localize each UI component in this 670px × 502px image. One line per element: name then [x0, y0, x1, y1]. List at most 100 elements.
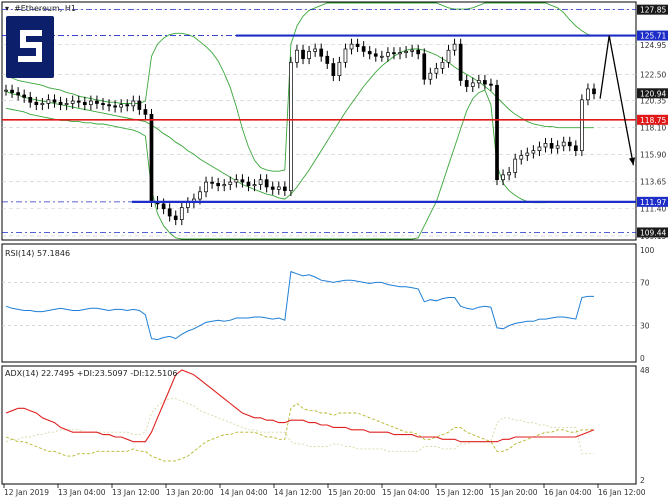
candle-body [270, 186, 275, 190]
candle-body [143, 109, 148, 115]
candle-body [483, 80, 487, 85]
time-tick-label: 12 Jan 2019 [4, 488, 49, 497]
price-label-box [637, 227, 668, 238]
candle-body [580, 99, 584, 152]
time-tick-label: 13 Jan 20:00 [166, 488, 214, 497]
candle-body [313, 48, 318, 52]
price-tick-label: 115.90 [640, 150, 666, 159]
candle-body [16, 92, 20, 96]
candle-body [246, 181, 251, 187]
candle-body [82, 101, 87, 106]
price-label-box [637, 88, 668, 99]
candle-body [34, 101, 39, 106]
candle-body [343, 48, 348, 63]
candle-body [470, 82, 475, 87]
candle-body [89, 100, 93, 106]
candle-body [404, 51, 408, 53]
di-plus-line [5, 402, 594, 462]
candle-body [289, 61, 293, 191]
price-label-box [637, 4, 668, 15]
price-label-box [637, 114, 668, 125]
candle-body [458, 43, 463, 81]
candle-body [331, 63, 336, 76]
candle-body [386, 52, 390, 57]
candle-body [276, 186, 281, 190]
adx-panel-frame [1, 365, 637, 485]
candle-body [489, 83, 493, 86]
candle-body [367, 51, 372, 55]
bb-upper-line [5, 2, 595, 172]
candle-body [222, 184, 227, 187]
candle-body [361, 46, 366, 52]
rsi-tick-label: 30 [640, 322, 650, 331]
adx-title: ADX(14) 22.7495 +DI:23.5097 -DI:12.5106 [5, 369, 177, 378]
candle-body [137, 100, 142, 110]
price-tick-label: 113.65 [640, 178, 666, 187]
candle-body [525, 152, 530, 156]
candle-body [149, 113, 154, 202]
s-logo-icon [6, 16, 54, 78]
candle-body [301, 49, 305, 60]
time-tick-label: 13 Jan 04:00 [58, 488, 106, 497]
forecast-arrowhead [628, 157, 636, 166]
price-tick-label: 122.50 [640, 70, 666, 79]
price-axis: 127.85 124.95 122.50 120.35 118.10 115.90 113.… [637, 4, 668, 241]
candle-body [131, 100, 136, 107]
candle-body [519, 155, 524, 160]
candle-body [307, 51, 311, 60]
candle-body [373, 53, 378, 57]
candle-body [561, 141, 566, 147]
candle-body [495, 84, 499, 181]
time-tick-label: 16 Jan 04:00 [544, 488, 592, 497]
candle-body [549, 143, 554, 149]
support-resistance-levels [2, 9, 636, 233]
candle-body [537, 146, 542, 152]
price-label-text: 118.75 [640, 116, 666, 125]
candle-body [513, 158, 518, 173]
candle-body [555, 145, 560, 149]
candle-body [10, 89, 14, 93]
price-tick-label: 118.10 [640, 124, 666, 133]
rsi-tick-label: 0 [640, 354, 645, 363]
candle-body [440, 61, 445, 69]
time-tick-label: 13 Jan 12:00 [112, 488, 160, 497]
time-tick-label: 15 Jan 20:00 [490, 488, 538, 497]
candle-body [204, 181, 208, 193]
candle-body [398, 52, 402, 55]
rsi-line [5, 270, 594, 341]
candle-body [531, 150, 536, 154]
collapse-chevron-icon[interactable]: ▾ [5, 4, 9, 13]
time-tick-label: 15 Jan 04:00 [382, 488, 430, 497]
candle-body [428, 72, 433, 80]
candle-body [198, 191, 202, 200]
time-axis: 12 Jan 2019 13 Jan 04:00 13 Jan 12:00 13 Ja… [3, 484, 646, 497]
candle-body [52, 99, 57, 103]
candle-body [173, 215, 178, 220]
candle-body [186, 202, 190, 208]
candle-body [586, 88, 590, 101]
adx-tick-label: 2 [640, 476, 645, 485]
candle-body [592, 88, 596, 95]
price-tick-label: 111.40 [640, 205, 666, 214]
candle-body [501, 174, 505, 181]
candle-body [567, 141, 572, 147]
candle-body [228, 181, 233, 185]
candle-body [379, 55, 384, 58]
candlestick-series [4, 38, 596, 226]
candle-body [543, 143, 548, 148]
price-label-text: 111.97 [640, 198, 666, 207]
candle-body [319, 48, 324, 57]
time-tick-label: 16 Jan 12:00 [598, 488, 646, 497]
time-tick-label: 14 Jan 04:00 [220, 488, 268, 497]
candle-body [416, 49, 421, 55]
price-label-box [637, 30, 668, 41]
forecast-path [599, 35, 635, 166]
adx-tick-label: 48 [640, 366, 650, 375]
candle-body [46, 99, 51, 104]
price-tick-label: 124.95 [640, 41, 666, 50]
candle-body [252, 184, 257, 187]
candle-body [28, 97, 33, 103]
candle-body [422, 53, 427, 80]
candle-body [113, 105, 117, 108]
